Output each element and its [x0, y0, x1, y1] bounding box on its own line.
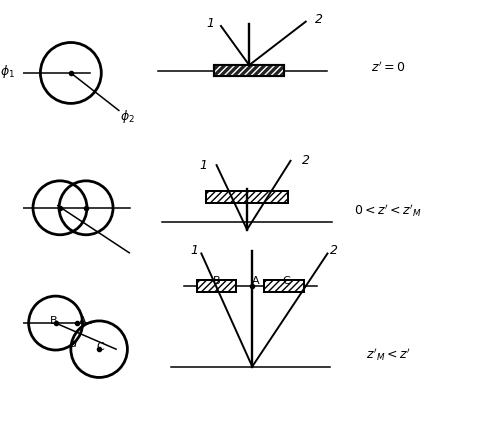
Text: B: B: [212, 275, 220, 285]
Text: $0 < z' < z'_M$: $0 < z' < z'_M$: [354, 202, 421, 219]
Text: C: C: [96, 341, 104, 351]
Bar: [197, 281, 236, 292]
Text: C: C: [282, 275, 289, 285]
Text: 1: 1: [205, 17, 214, 30]
Text: 1: 1: [191, 243, 198, 256]
Text: 2: 2: [314, 13, 322, 26]
Bar: [197, 281, 236, 292]
Text: $\phi_1$: $\phi_1$: [0, 63, 15, 80]
Text: A: A: [252, 275, 259, 285]
Text: d: d: [69, 338, 76, 348]
Bar: [214, 66, 283, 77]
Bar: [205, 192, 288, 203]
Bar: [205, 192, 288, 203]
Bar: [214, 66, 283, 77]
Text: 1: 1: [199, 158, 207, 171]
Text: 2: 2: [329, 243, 337, 256]
Text: $z'_M < z'$: $z'_M < z'$: [365, 345, 410, 362]
Text: B: B: [49, 315, 57, 325]
Text: $z' = 0$: $z' = 0$: [371, 60, 405, 75]
Text: A: A: [78, 315, 86, 325]
Text: $\phi_2$: $\phi_2$: [120, 108, 134, 125]
Text: 2: 2: [301, 154, 309, 167]
Bar: [264, 281, 303, 292]
Bar: [214, 66, 283, 77]
Bar: [264, 281, 303, 292]
